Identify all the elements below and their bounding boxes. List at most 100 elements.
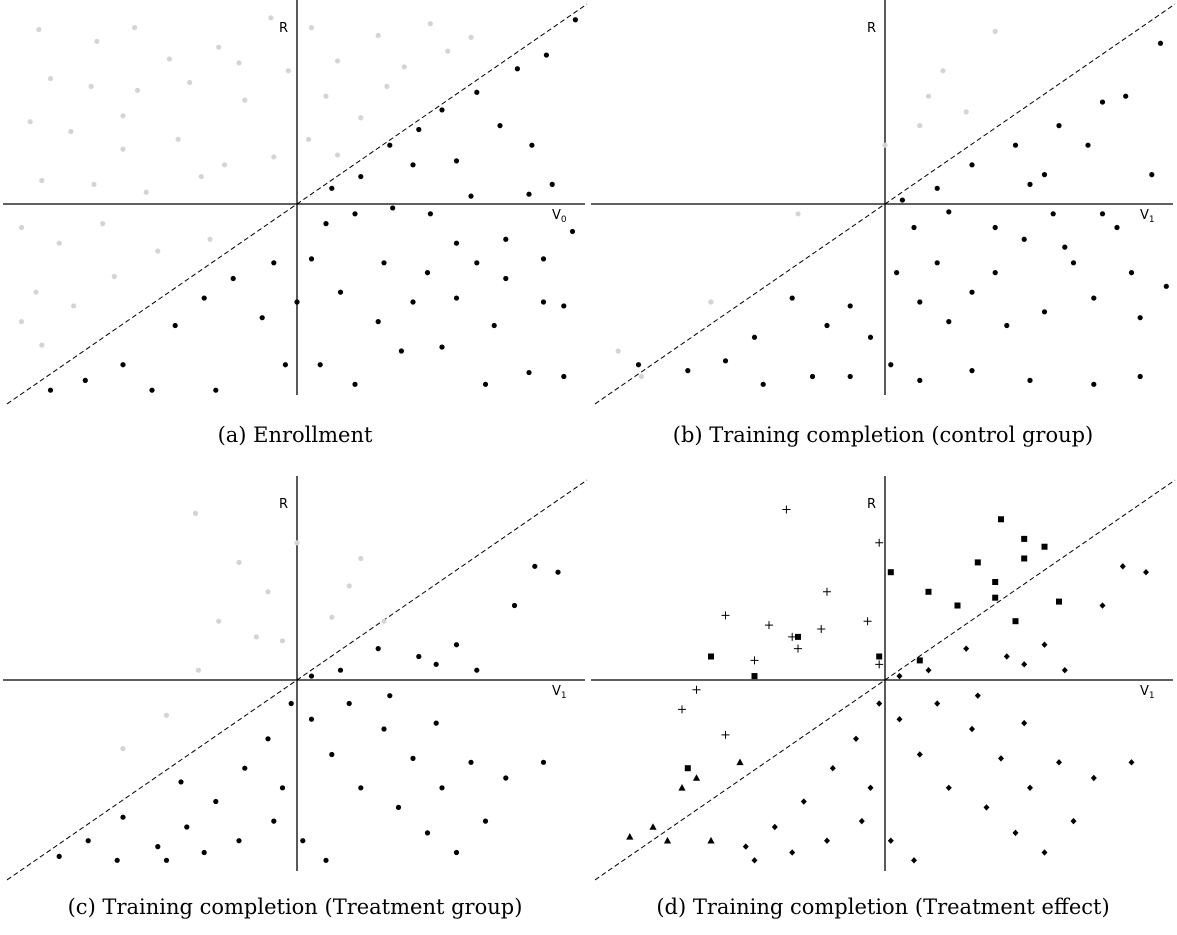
- data-point: [120, 362, 126, 368]
- data-point-diamond: [1119, 563, 1126, 570]
- data-point: [114, 857, 120, 863]
- data-point-diamond: [1090, 774, 1097, 782]
- data-point-plus: [750, 656, 759, 665]
- panel-caption: (c) Training completion (Treatment group…: [68, 895, 523, 919]
- data-point-inactive: [120, 146, 126, 152]
- diagonal-reference-line: [6, 479, 588, 881]
- x-axis-label: V1: [1140, 684, 1155, 701]
- data-point: [308, 256, 315, 262]
- x-axis-label-subscript: 0: [561, 215, 567, 225]
- data-point: [424, 270, 431, 276]
- data-point-diamond: [1041, 849, 1048, 856]
- data-point-diamond: [925, 667, 932, 674]
- data-point-square: [1041, 543, 1048, 550]
- data-point: [453, 240, 460, 246]
- data-point: [526, 369, 532, 376]
- data-point: [482, 381, 489, 387]
- data-point-inactive: [615, 348, 621, 354]
- data-point: [288, 700, 294, 707]
- data-point-square: [974, 559, 981, 566]
- data-point: [410, 162, 416, 168]
- data-point: [969, 162, 975, 168]
- data-point-inactive: [195, 667, 201, 673]
- data-point-diamond: [1061, 667, 1068, 674]
- data-point-plus: [765, 621, 773, 630]
- panel-caption: (d) Training completion (Treatment effec…: [656, 895, 1109, 919]
- data-point-plus: [794, 644, 802, 653]
- data-point-inactive: [111, 273, 117, 280]
- panel-caption: (a) Enrollment: [218, 423, 373, 447]
- data-point-inactive: [175, 136, 181, 142]
- data-point-triangle: [678, 784, 686, 791]
- data-point-inactive: [381, 618, 387, 624]
- data-point-square: [1021, 555, 1028, 562]
- data-point: [809, 373, 816, 380]
- data-point: [917, 377, 923, 383]
- data-point-plus: [782, 505, 791, 514]
- data-point-inactive: [268, 15, 274, 21]
- data-point-square: [925, 588, 932, 595]
- diagonal-reference-line: [6, 3, 588, 405]
- data-point-inactive: [68, 128, 74, 135]
- data-point: [1149, 172, 1155, 178]
- data-point-inactive: [166, 56, 172, 62]
- data-point: [511, 602, 518, 609]
- data-point: [265, 736, 271, 742]
- data-point-square: [1056, 598, 1062, 605]
- data-point-inactive: [795, 211, 801, 217]
- data-point: [149, 387, 155, 393]
- data-point-inactive: [992, 28, 998, 35]
- data-point: [230, 275, 236, 282]
- data-point-diamond: [1021, 719, 1028, 727]
- data-point: [427, 211, 433, 217]
- data-point: [934, 185, 940, 191]
- data-point: [213, 798, 219, 805]
- data-point: [242, 765, 248, 771]
- data-point-inactive: [216, 618, 222, 624]
- data-point-inactive: [242, 97, 248, 103]
- data-point: [337, 667, 344, 673]
- data-point: [1099, 99, 1106, 105]
- data-point-plus: [692, 685, 701, 694]
- data-point-inactive: [132, 25, 138, 31]
- data-point: [439, 785, 445, 791]
- data-point: [1137, 373, 1143, 380]
- data-point-plus: [875, 538, 884, 547]
- data-point-inactive: [384, 83, 390, 89]
- data-point-inactive: [445, 48, 451, 54]
- data-point: [259, 315, 265, 321]
- data-point-inactive: [27, 119, 33, 125]
- data-point: [308, 716, 315, 722]
- data-point-diamond: [1003, 653, 1010, 660]
- data-point: [329, 751, 335, 758]
- data-point: [540, 256, 547, 262]
- data-point: [1056, 123, 1062, 129]
- data-point-plus: [788, 632, 797, 641]
- data-point: [1123, 93, 1129, 99]
- data-point: [543, 52, 550, 58]
- data-point: [184, 824, 190, 830]
- data-point-square: [998, 516, 1004, 523]
- data-point: [1163, 283, 1169, 289]
- data-point: [387, 693, 393, 699]
- data-point: [561, 303, 567, 309]
- data-point-inactive: [308, 25, 315, 31]
- data-point-inactive: [468, 34, 474, 41]
- x-axis-label-subscript: 1: [1149, 691, 1155, 701]
- data-point-diamond: [751, 857, 758, 864]
- data-point: [279, 785, 286, 791]
- data-point-diamond: [1041, 641, 1048, 648]
- data-point: [410, 299, 416, 305]
- data-point-inactive: [71, 303, 77, 309]
- data-point-inactive: [271, 154, 277, 160]
- data-point: [329, 185, 335, 191]
- data-point: [352, 211, 358, 217]
- data-point: [172, 322, 178, 329]
- data-point-inactive: [36, 26, 42, 33]
- data-point-plus: [721, 730, 730, 739]
- data-point: [1099, 211, 1106, 217]
- data-point: [946, 209, 952, 215]
- data-point: [155, 844, 161, 850]
- data-point-inactive: [221, 162, 228, 168]
